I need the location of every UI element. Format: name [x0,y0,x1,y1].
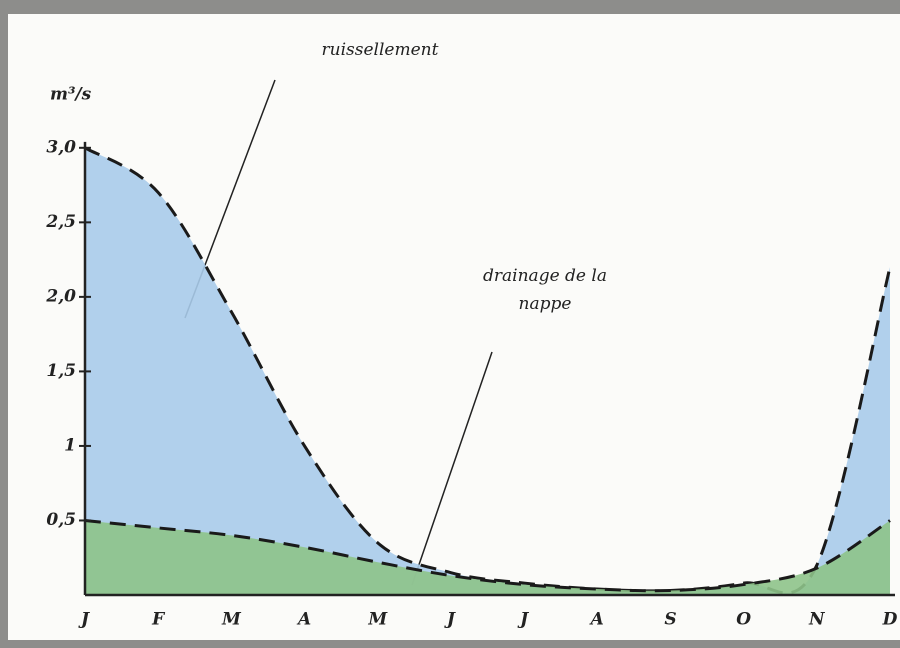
x-tick-label: J [517,610,529,630]
area [85,147,890,595]
x-tick-label: J [444,610,456,630]
x-tick-label: F [151,610,166,630]
x-tick-label: M [221,610,242,630]
y-tick-label: 0,5 [46,510,76,530]
x-tick-label: D [882,610,898,630]
x-tick-label: M [367,610,388,630]
area [85,520,890,595]
annotation: drainage de la nappe [483,266,607,314]
annotation: ruissellement [321,40,439,60]
y-tick-label: 1,5 [46,361,76,381]
y-axis-label: m³/s [50,85,92,105]
y-tick-label: 1 [64,435,76,455]
x-tick-label: N [808,610,826,630]
leader-line [411,351,493,586]
x-tick-label: S [664,610,676,630]
y-tick-label: 2,5 [45,212,76,232]
x-tick-label: A [589,610,604,630]
dashed-line [84,518,891,593]
x-tick-label: A [296,610,311,630]
y-tick-label: 3,0 [46,137,76,157]
x-tick-label: O [736,610,751,630]
x-tick-label: J [78,610,90,630]
y-tick-label: 2,0 [45,286,76,306]
